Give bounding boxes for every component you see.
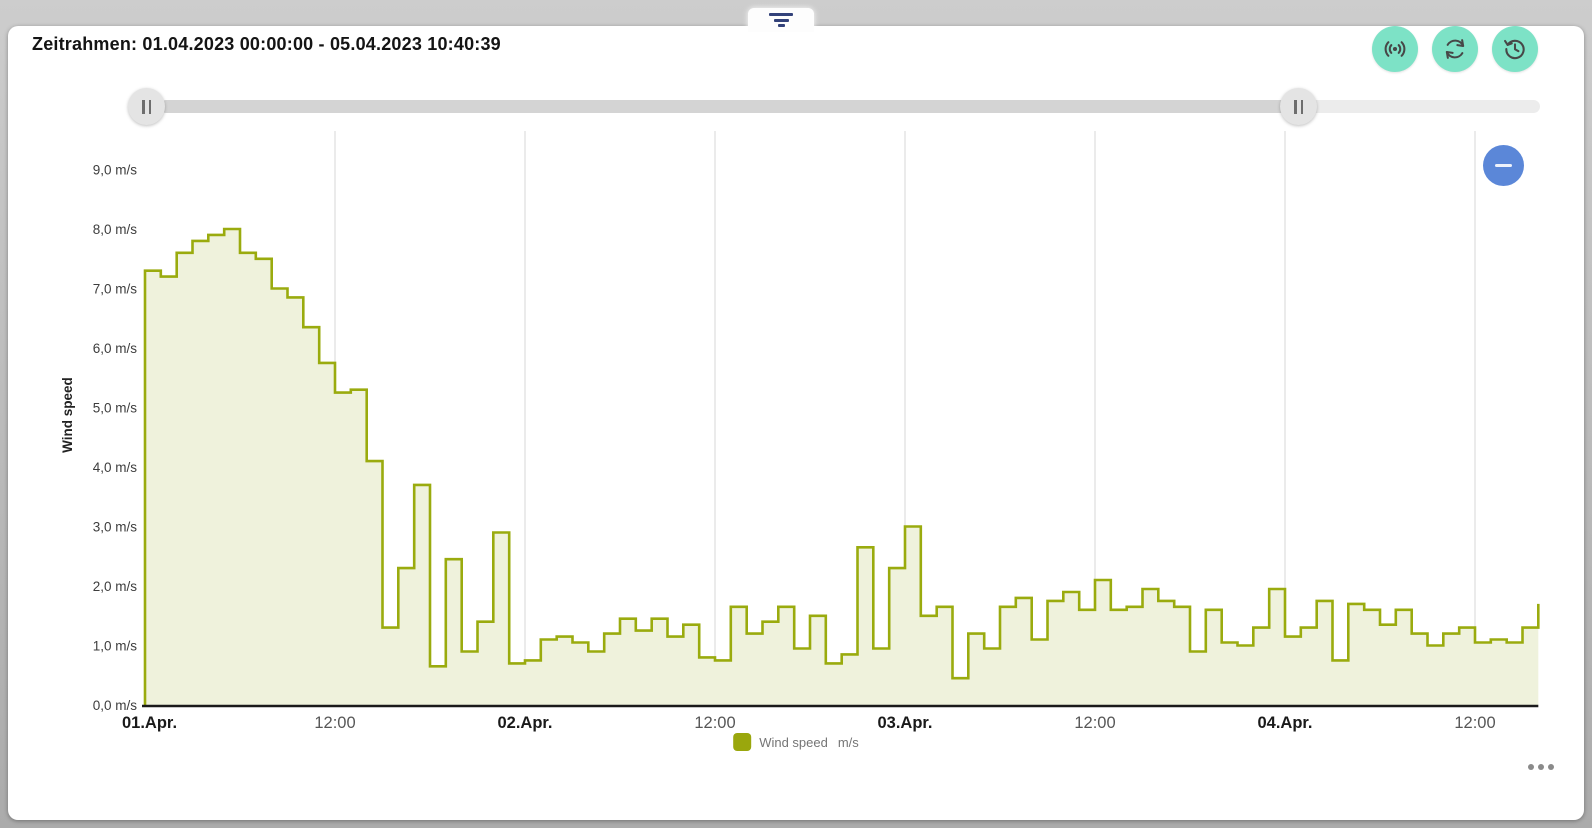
chart-canvas[interactable]: 0,0 m/s 1,0 m/s 2,0 m/s 3,0 m/s 4,0 m/s 5,0 m… bbox=[0, 125, 1592, 775]
zoom-out-button[interactable] bbox=[1483, 145, 1524, 186]
live-updates-button[interactable] bbox=[1372, 26, 1418, 72]
slider-handle-left[interactable] bbox=[128, 88, 165, 125]
svg-text:12:00: 12:00 bbox=[694, 714, 735, 732]
svg-text:12:00: 12:00 bbox=[1454, 714, 1495, 732]
legend-label: Wind speed bbox=[759, 734, 828, 750]
svg-text:9,0 m/s: 9,0 m/s bbox=[93, 163, 138, 178]
svg-text:3,0 m/s: 3,0 m/s bbox=[93, 520, 138, 535]
svg-text:0,0 m/s: 0,0 m/s bbox=[93, 698, 138, 713]
refresh-icon bbox=[1442, 36, 1468, 62]
refresh-button[interactable] bbox=[1432, 26, 1478, 72]
slider-handle-right[interactable] bbox=[1280, 88, 1317, 125]
legend-swatch bbox=[733, 733, 752, 751]
history-button[interactable] bbox=[1492, 26, 1538, 72]
svg-text:12:00: 12:00 bbox=[314, 714, 355, 732]
more-options-button[interactable] bbox=[1528, 764, 1554, 770]
svg-text:8,0 m/s: 8,0 m/s bbox=[93, 222, 138, 237]
slider-track-selected[interactable] bbox=[160, 100, 1300, 113]
minus-icon bbox=[1495, 164, 1512, 167]
toolbar bbox=[1372, 26, 1538, 72]
legend-unit: m/s bbox=[837, 734, 859, 750]
wind-speed-chart[interactable]: 0,0 m/s 1,0 m/s 2,0 m/s 3,0 m/s 4,0 m/s 5,0 m… bbox=[0, 125, 1592, 775]
svg-text:03.Apr.: 03.Apr. bbox=[877, 714, 932, 732]
svg-text:1,0 m/s: 1,0 m/s bbox=[93, 639, 138, 654]
svg-text:5,0 m/s: 5,0 m/s bbox=[93, 401, 138, 416]
time-range-slider bbox=[0, 88, 1592, 125]
svg-text:4,0 m/s: 4,0 m/s bbox=[93, 460, 138, 475]
svg-text:6,0 m/s: 6,0 m/s bbox=[93, 341, 138, 356]
svg-text:2,0 m/s: 2,0 m/s bbox=[93, 579, 138, 594]
page-title: Zeitrahmen: 01.04.2023 00:00:00 - 05.04.… bbox=[32, 34, 501, 54]
filter-icon bbox=[769, 13, 793, 27]
svg-text:12:00: 12:00 bbox=[1074, 714, 1115, 732]
filter-toggle[interactable] bbox=[748, 8, 814, 32]
svg-text:04.Apr.: 04.Apr. bbox=[1257, 714, 1312, 732]
chart-legend[interactable]: Wind speed m/s bbox=[733, 733, 859, 751]
broadcast-icon bbox=[1382, 36, 1408, 62]
svg-text:02.Apr.: 02.Apr. bbox=[497, 714, 552, 732]
svg-text:Wind speed: Wind speed bbox=[60, 377, 75, 453]
svg-text:7,0 m/s: 7,0 m/s bbox=[93, 282, 138, 297]
ellipsis-icon bbox=[1528, 764, 1534, 770]
svg-text:01.Apr.: 01.Apr. bbox=[122, 714, 177, 732]
history-icon bbox=[1502, 36, 1528, 62]
